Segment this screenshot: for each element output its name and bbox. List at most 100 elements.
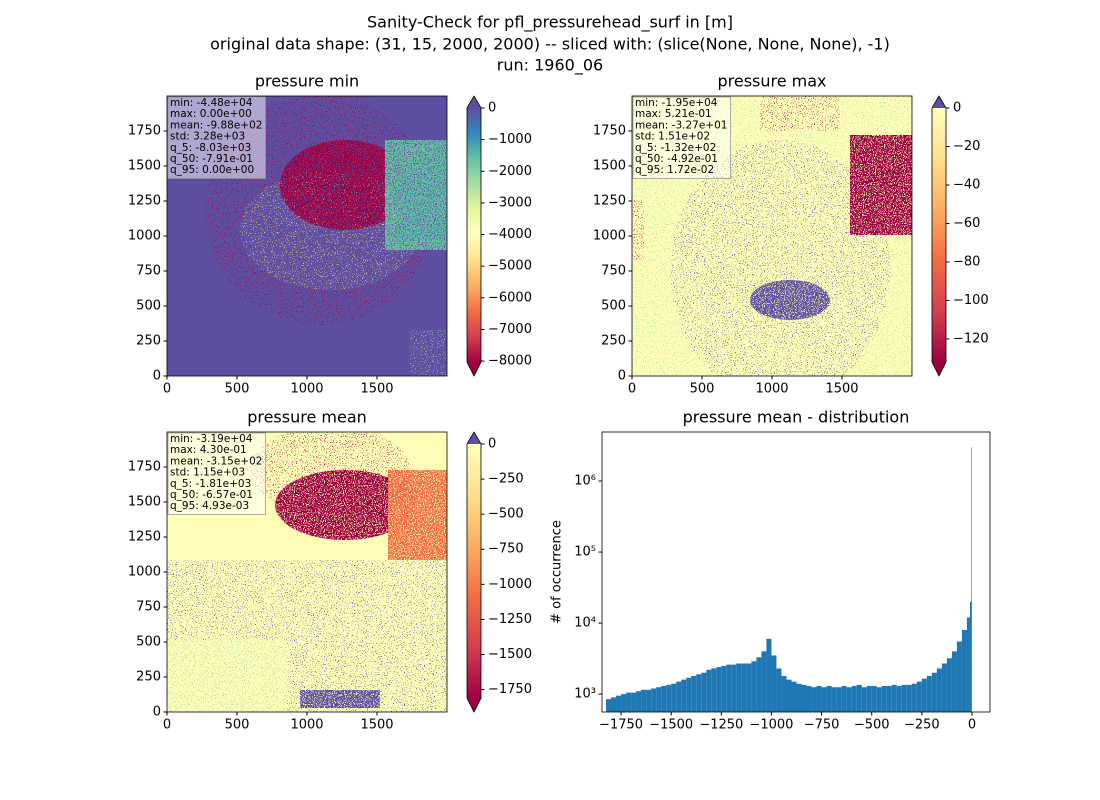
bar	[681, 679, 687, 712]
colorbar-tick-label: −8000	[488, 354, 532, 369]
colorbar	[932, 108, 946, 362]
stats-line: min: -4.48e+04	[170, 97, 253, 109]
axes-frame	[166, 95, 448, 377]
x-tick-label: 0	[968, 718, 976, 733]
y-tick-label: 1500	[128, 159, 161, 174]
x-tick-label: 1500	[360, 382, 393, 397]
x-tick-label: −1000	[749, 718, 793, 733]
stats-line: q_50: -6.57e-01	[170, 489, 253, 501]
stats-line: q_5: -1.81e+03	[170, 478, 251, 490]
bar	[676, 681, 682, 712]
suptitle: Sanity-Check for pfl_pressurehead_surf i…	[367, 13, 733, 33]
bar	[851, 686, 857, 712]
bar	[726, 664, 732, 712]
axes-frame	[631, 95, 913, 377]
x-tick-label: 1000	[290, 382, 323, 397]
bar	[846, 687, 852, 712]
bar	[741, 663, 747, 712]
bar	[631, 692, 637, 712]
y-tick-label: 500	[136, 299, 161, 314]
bar	[626, 692, 632, 712]
y-tick-label: 1750	[128, 460, 161, 475]
y-tick-label: 250	[136, 334, 161, 349]
bar	[766, 638, 772, 712]
colorbar-tick-label: −1500	[488, 647, 532, 662]
bar	[671, 683, 677, 712]
y-tick-label: 1500	[593, 159, 626, 174]
stats-line: std: 1.51e+02	[635, 131, 710, 143]
bar	[691, 675, 697, 712]
x-tick-label: −1750	[599, 718, 643, 733]
y-tick-label: 10⁵	[574, 545, 596, 560]
y-tick-label: 1250	[593, 194, 626, 209]
axes-title: pressure max	[717, 72, 826, 91]
bar	[656, 687, 662, 712]
x-tick-label: 1000	[755, 382, 788, 397]
axes-title: pressure mean - distribution	[683, 408, 910, 427]
colorbar-tick-label: −5000	[488, 259, 532, 274]
bar	[781, 675, 787, 712]
y-tick-label: 0	[618, 369, 626, 384]
colorbar-extend-min	[932, 362, 946, 376]
colorbar-outline	[466, 431, 482, 713]
bar	[816, 686, 822, 712]
bar	[771, 655, 777, 712]
colorbar-tick-label: −1750	[488, 682, 532, 697]
colorbar-tick-label: 0	[953, 101, 961, 116]
stats-line: q_5: -1.32e+02	[635, 142, 716, 154]
y-tick-label: 500	[136, 635, 161, 650]
bar	[811, 687, 817, 712]
bar	[801, 684, 807, 712]
bar	[876, 687, 882, 712]
x-tick-label: 0	[628, 382, 636, 397]
bar	[826, 686, 832, 712]
colorbar-extend-min	[467, 362, 481, 376]
stats-line: mean: -3.27e+01	[635, 119, 727, 131]
bar	[836, 687, 842, 712]
bar	[751, 661, 757, 712]
bar	[706, 669, 712, 712]
x-tick-label: 1500	[360, 718, 393, 733]
colorbar-tick-label: −120	[953, 331, 989, 346]
bar	[936, 668, 942, 712]
colorbar-tick-label: −1000	[488, 577, 532, 592]
y-tick-label: 750	[601, 264, 626, 279]
y-tick-label: 750	[136, 600, 161, 615]
bar	[696, 674, 702, 712]
bar	[651, 688, 657, 712]
bar	[746, 663, 752, 712]
bar	[821, 687, 827, 712]
bar	[806, 686, 812, 712]
y-tick-label: 10⁴	[574, 616, 596, 631]
bar	[796, 683, 802, 712]
colorbar-tick-label: −1000	[488, 132, 532, 147]
bar	[916, 681, 922, 712]
axes-title: pressure mean	[247, 408, 367, 427]
x-tick-label: 500	[690, 382, 715, 397]
bar	[886, 686, 892, 712]
stats-background	[167, 96, 266, 179]
colorbar-tick-label: −6000	[488, 290, 532, 305]
bar	[926, 675, 932, 712]
bar	[646, 689, 652, 712]
bar	[716, 667, 722, 712]
y-tick-label: 500	[601, 299, 626, 314]
x-tick-label: −250	[904, 718, 940, 733]
bar	[756, 657, 762, 712]
y-tick-label: 1000	[593, 229, 626, 244]
bar	[971, 447, 972, 712]
stats-line: max: 4.30e-01	[170, 444, 247, 456]
x-tick-label: 0	[163, 718, 171, 733]
colorbar-outline	[931, 95, 947, 377]
bar	[931, 672, 937, 712]
suptitle: run: 1960_06	[497, 56, 603, 76]
axes-frame	[166, 431, 448, 713]
colorbar-tick-label: −20	[953, 139, 980, 154]
suptitle: original data shape: (31, 15, 2000, 2000…	[210, 35, 890, 54]
bar	[736, 663, 742, 712]
y-tick-label: 1750	[593, 124, 626, 139]
x-tick-label: −1500	[649, 718, 693, 733]
